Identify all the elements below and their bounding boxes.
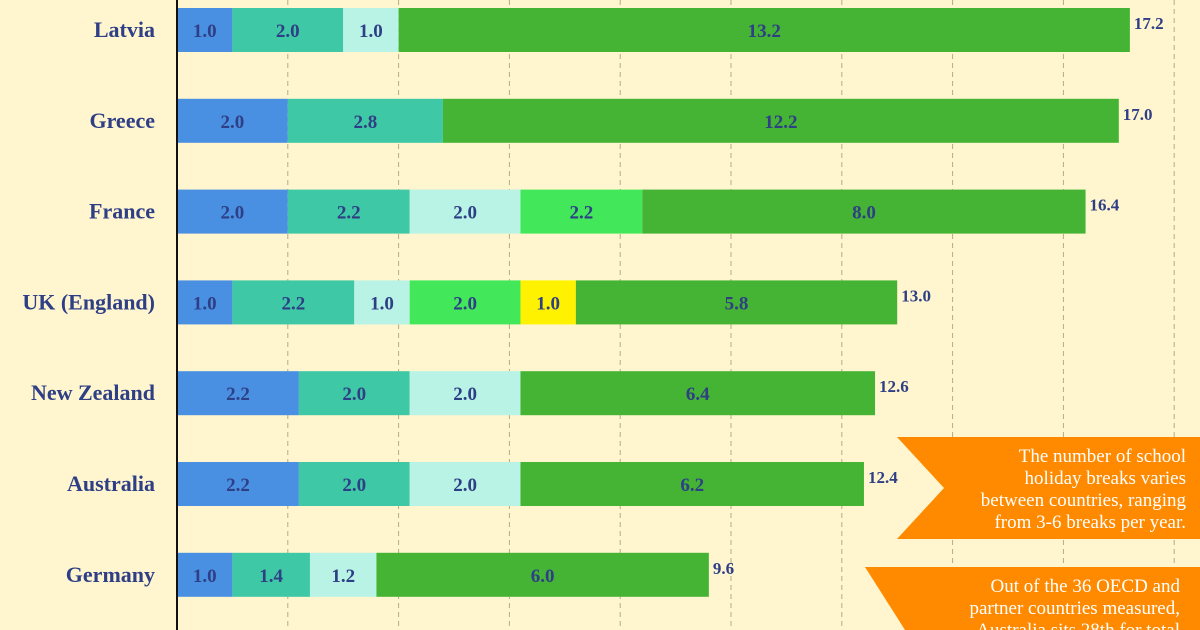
bar-segment: [232, 8, 344, 52]
segment-value-label: 12.2: [764, 112, 797, 133]
country-label: New Zealand: [31, 380, 155, 405]
callout-breaks-line: between countries, ranging: [981, 490, 1187, 511]
country-label: Latvia: [94, 17, 155, 42]
segment-value-label: 2.0: [453, 384, 477, 405]
bar-row-greece: Greece 2.0 2.8 12.2 17.0: [89, 98, 1153, 143]
callout-oecd-arrow: [865, 567, 1200, 630]
segment-value-label: 1.4: [259, 566, 283, 587]
country-label: Australia: [67, 471, 155, 496]
segment-value-label: 2.0: [342, 384, 366, 405]
callout-breaks-line: from 3-6 breaks per year.: [994, 512, 1186, 533]
total-value-label: 17.2: [1134, 14, 1164, 33]
segment-value-label: 2.2: [337, 203, 361, 224]
bar-segment: [409, 189, 521, 234]
bar-segment: [177, 280, 233, 325]
segment-value-label: 1.0: [359, 21, 383, 42]
bar-segment: [232, 552, 310, 597]
bar-segment: [177, 462, 299, 506]
segment-value-label: 6.0: [531, 566, 555, 587]
segment-value-label: 2.2: [226, 384, 250, 405]
bar-row-latvia: Latvia 1.0 2.0 1.0 13.2 17.2: [94, 8, 1164, 52]
callout-breaks: The number of school holiday breaks vari…: [897, 437, 1200, 539]
callout-oecd-line: partner countries measured,: [970, 598, 1181, 619]
total-value-label: 12.4: [868, 468, 898, 487]
bar-segment: [520, 462, 864, 506]
bar-segment: [287, 189, 410, 234]
segment-value-label: 2.2: [281, 293, 305, 314]
bar-segment: [287, 98, 443, 143]
bar-segment: [177, 98, 288, 143]
bar-segment: [398, 8, 1130, 52]
bar-row-germany: Germany 1.0 1.4 1.2 6.0 9.6: [66, 552, 734, 597]
segment-value-label: 6.4: [686, 384, 710, 405]
total-value-label: 17.0: [1123, 105, 1153, 124]
bar-segment: [177, 189, 288, 234]
total-value-label: 16.4: [1090, 196, 1120, 215]
bar-segment: [298, 371, 410, 416]
bar-segment: [309, 552, 377, 597]
callout-breaks-arrow: [897, 437, 1200, 539]
bar-segment: [442, 98, 1119, 143]
bars: Latvia 1.0 2.0 1.0 13.2 17.2 Greece 2.0 2.8 12.2 1…: [22, 8, 1164, 597]
segment-value-label: 6.2: [680, 475, 704, 496]
bar-segment: [520, 189, 643, 234]
segment-value-label: 2.0: [453, 203, 477, 224]
segment-value-label: 2.2: [226, 475, 250, 496]
callout-breaks-line: holiday breaks varies: [1025, 468, 1186, 489]
callout-oecd-line: Australia sits 28th for total: [976, 620, 1180, 630]
total-value-label: 9.6: [713, 559, 734, 578]
bar-row-new-zealand: New Zealand 2.2 2.0 2.0 6.4 12.6: [31, 371, 909, 416]
bar-segment: [575, 280, 898, 325]
bar-segment: [520, 371, 876, 416]
segment-value-label: 2.8: [353, 112, 377, 133]
total-value-label: 12.6: [879, 377, 909, 396]
segment-value-label: 2.0: [221, 112, 245, 133]
bar-segment: [177, 8, 233, 52]
country-label: UK (England): [22, 289, 155, 314]
segment-value-label: 1.0: [193, 293, 217, 314]
country-label: France: [89, 199, 155, 224]
callout-oecd-line: Out of the 36 OECD and: [991, 576, 1181, 597]
bar-segment: [642, 189, 1086, 234]
segment-value-label: 2.0: [221, 203, 245, 224]
total-value-label: 13.0: [901, 286, 931, 305]
segment-value-label: 8.0: [852, 203, 876, 224]
segment-value-label: 2.0: [276, 21, 300, 42]
bar-segment: [409, 371, 521, 416]
bar-segment: [232, 280, 355, 325]
segment-value-label: 2.0: [342, 475, 366, 496]
segment-value-label: 1.0: [370, 293, 394, 314]
country-label: Greece: [89, 108, 155, 133]
segment-value-label: 2.2: [570, 203, 594, 224]
segment-value-label: 1.0: [193, 21, 217, 42]
bar-row-australia: Australia 2.2 2.0 2.0 6.2 12.4: [67, 462, 898, 506]
segment-value-label: 2.0: [453, 475, 477, 496]
segment-value-label: 2.0: [453, 293, 477, 314]
country-label: Germany: [66, 562, 155, 587]
segment-value-label: 13.2: [748, 21, 781, 42]
callout-oecd: Out of the 36 OECD and partner countries…: [865, 567, 1200, 630]
bar-segment: [376, 552, 709, 597]
bar-segment: [409, 462, 521, 506]
segment-value-label: 1.0: [193, 566, 217, 587]
segment-value-label: 5.8: [725, 293, 749, 314]
bar-segment: [298, 462, 410, 506]
segment-value-label: 1.0: [536, 293, 560, 314]
bar-segment: [177, 371, 299, 416]
bar-segment: [177, 552, 233, 597]
callout-breaks-line: The number of school: [1019, 446, 1186, 467]
bar-segment: [520, 280, 576, 325]
bar-segment: [343, 8, 399, 52]
bar-row-france: France 2.0 2.2 2.0 2.2 8.0 16.4: [89, 189, 1120, 234]
bar-row-uk-england-: UK (England) 1.0 2.2 1.0 2.0 1.0 5.8 13.0: [22, 280, 931, 325]
segment-value-label: 1.2: [331, 566, 355, 587]
bar-segment: [409, 280, 521, 325]
bar-segment: [354, 280, 410, 325]
